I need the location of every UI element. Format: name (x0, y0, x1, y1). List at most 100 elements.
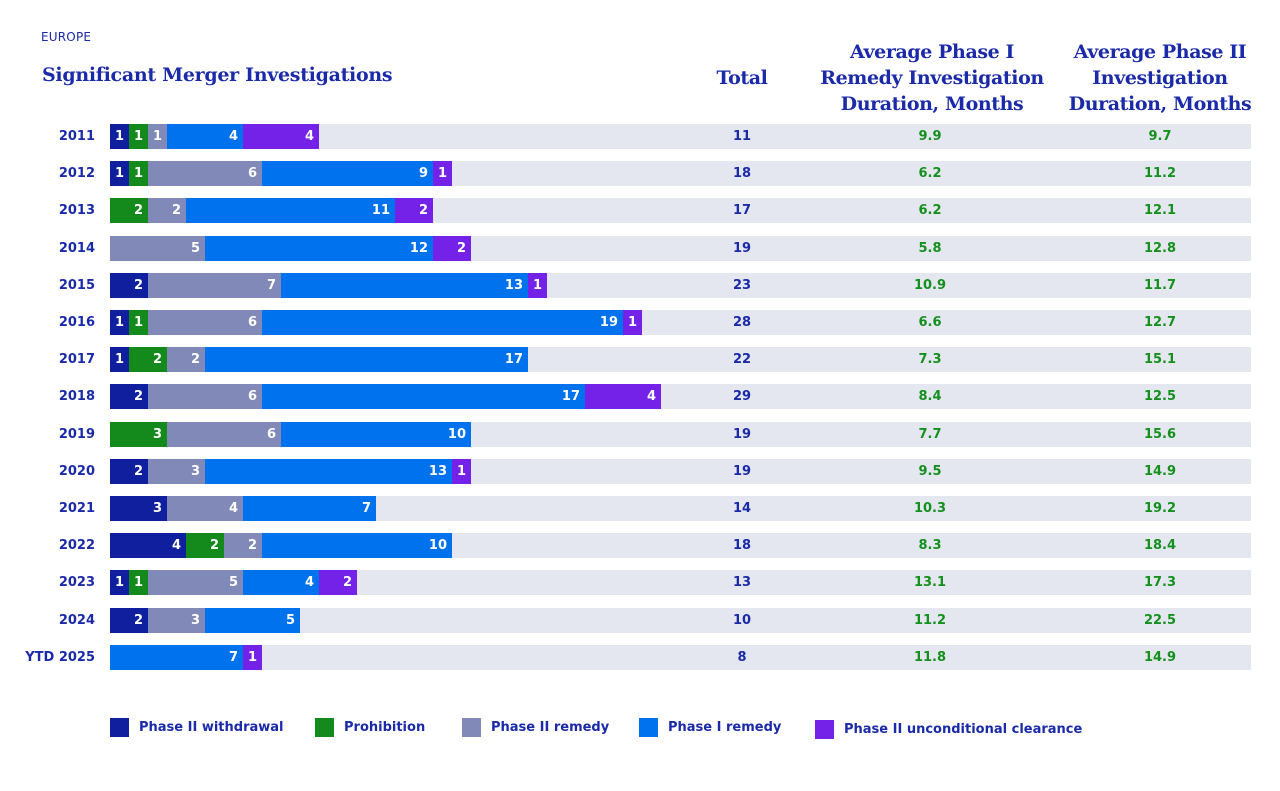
bar-segment-prohibition: 3 (110, 422, 167, 447)
bar-segment-phase-i-remedy: 10 (281, 422, 471, 447)
phase2-duration-value: 19.2 (1143, 501, 1177, 516)
bar-segment-phase-ii-unconditional-clearance: 1 (452, 459, 471, 484)
chart-title: Significant Merger Investigations (42, 64, 393, 86)
bar-segment-phase-i-remedy: 4 (243, 570, 319, 595)
bar-segment-phase-ii-remedy: 5 (110, 236, 205, 261)
bar-segment-phase-i-remedy: 17 (262, 384, 585, 409)
legend-item: Phase I remedy (639, 718, 781, 737)
total-value: 18 (732, 166, 752, 181)
category-label: 2015 (58, 278, 95, 293)
total-value: 19 (732, 241, 752, 256)
bar-segment-phase-ii-withdrawal: 2 (110, 384, 148, 409)
phase2-duration-value: 15.1 (1143, 352, 1177, 367)
legend-swatch (315, 718, 334, 737)
bar-segment-phase-ii-unconditional-clearance: 1 (243, 645, 262, 670)
legend-item: Phase II remedy (462, 718, 609, 737)
bar-segment-phase-ii-remedy: 7 (148, 273, 281, 298)
total-value: 13 (732, 575, 752, 590)
total-value: 28 (732, 315, 752, 330)
bar-segment-phase-ii-remedy: 5 (148, 570, 243, 595)
phase2-duration-value: 18.4 (1143, 538, 1177, 553)
bar-segment-phase-ii-withdrawal: 2 (110, 608, 148, 633)
total-value: 8 (737, 650, 747, 665)
bar-segment-phase-ii-withdrawal: 1 (110, 347, 129, 372)
phase2-duration-value: 11.2 (1143, 166, 1177, 181)
bar-segment-phase-i-remedy: 4 (167, 124, 243, 149)
legend-swatch (815, 720, 834, 739)
legend-label: Phase II remedy (491, 720, 610, 735)
bar-segment-phase-ii-remedy: 6 (148, 384, 262, 409)
row-background (110, 608, 1251, 633)
legend-swatch (462, 718, 481, 737)
bar-segment-phase-ii-withdrawal: 4 (110, 533, 186, 558)
category-label: 2014 (58, 241, 95, 256)
category-label: 2011 (58, 129, 95, 144)
bar-segment-phase-ii-remedy: 3 (148, 459, 205, 484)
legend-item: Phase II withdrawal (110, 718, 284, 737)
phase1-duration-value: 6.2 (918, 203, 942, 218)
bar-segment-phase-ii-withdrawal: 1 (110, 310, 129, 335)
phase2-duration-value: 15.6 (1143, 427, 1177, 442)
legend-label: Phase I remedy (668, 720, 782, 735)
category-label: 2022 (58, 538, 95, 553)
bar-segment-phase-i-remedy: 9 (262, 161, 433, 186)
total-value: 11 (732, 129, 752, 144)
phase1-duration-value: 7.3 (918, 352, 942, 367)
phase2-duration-value: 22.5 (1143, 613, 1177, 628)
total-value: 14 (732, 501, 752, 516)
phase2-duration-value: 14.9 (1143, 464, 1177, 479)
category-label: 2024 (58, 613, 95, 628)
bar-segment-phase-ii-remedy: 6 (148, 161, 262, 186)
column-header-phase2-duration: Average Phase II Investigation Duration,… (1068, 41, 1252, 115)
category-label: 2012 (58, 166, 95, 181)
bar-segment-prohibition: 1 (129, 161, 148, 186)
legend-label: Phase II unconditional clearance (844, 722, 1083, 737)
bar-segment-phase-ii-remedy: 2 (148, 198, 186, 223)
bar-segment-phase-ii-remedy: 6 (148, 310, 262, 335)
bar-segment-prohibition: 2 (129, 347, 167, 372)
category-label: 2021 (58, 501, 95, 516)
bar-segment-phase-ii-unconditional-clearance: 1 (528, 273, 547, 298)
column-header-total: Total (716, 67, 768, 89)
phase2-duration-value: 11.7 (1143, 278, 1177, 293)
bar-segment-phase-ii-unconditional-clearance: 2 (433, 236, 471, 261)
total-value: 18 (732, 538, 752, 553)
bar-segment-phase-ii-withdrawal: 3 (110, 496, 167, 521)
bar-segment-prohibition: 1 (129, 124, 148, 149)
bar-segment-phase-ii-unconditional-clearance: 1 (623, 310, 642, 335)
total-value: 23 (732, 278, 752, 293)
phase1-duration-value: 6.2 (918, 166, 942, 181)
bar-segment-phase-ii-remedy: 4 (167, 496, 243, 521)
bar-segment-phase-ii-remedy: 2 (167, 347, 205, 372)
phase1-duration-value: 9.9 (918, 129, 942, 144)
category-label: 2023 (58, 575, 95, 590)
phase1-duration-value: 10.3 (913, 501, 947, 516)
total-value: 19 (732, 464, 752, 479)
legend: Phase II withdrawal Prohibition Phase II r… (0, 718, 1280, 742)
legend-label: Phase II withdrawal (139, 720, 284, 735)
phase1-duration-value: 7.7 (918, 427, 942, 442)
phase1-duration-value: 8.3 (918, 538, 942, 553)
phase2-duration-value: 9.7 (1148, 129, 1172, 144)
phase2-duration-value: 12.5 (1143, 389, 1177, 404)
bar-segment-prohibition: 2 (110, 198, 148, 223)
bar-segment-phase-ii-remedy: 3 (148, 608, 205, 633)
phase2-duration-value: 12.7 (1143, 315, 1177, 330)
bar-segment-phase-i-remedy: 7 (243, 496, 376, 521)
category-label: 2018 (58, 389, 95, 404)
phase2-duration-value: 14.9 (1143, 650, 1177, 665)
phase1-duration-value: 9.5 (918, 464, 942, 479)
bar-segment-prohibition: 2 (186, 533, 224, 558)
phase1-duration-value: 8.4 (918, 389, 942, 404)
bar-segment-phase-ii-remedy: 1 (148, 124, 167, 149)
category-label: 2017 (58, 352, 95, 367)
bar-segment-phase-i-remedy: 13 (281, 273, 528, 298)
phase2-duration-value: 12.1 (1143, 203, 1177, 218)
legend-label: Prohibition (344, 720, 426, 735)
phase2-duration-value: 12.8 (1143, 241, 1177, 256)
bar-segment-phase-i-remedy: 10 (262, 533, 452, 558)
bar-segment-phase-ii-withdrawal: 1 (110, 124, 129, 149)
total-value: 22 (732, 352, 752, 367)
column-header-phase1-duration: Average Phase I Remedy Investigation Dur… (820, 41, 1044, 115)
